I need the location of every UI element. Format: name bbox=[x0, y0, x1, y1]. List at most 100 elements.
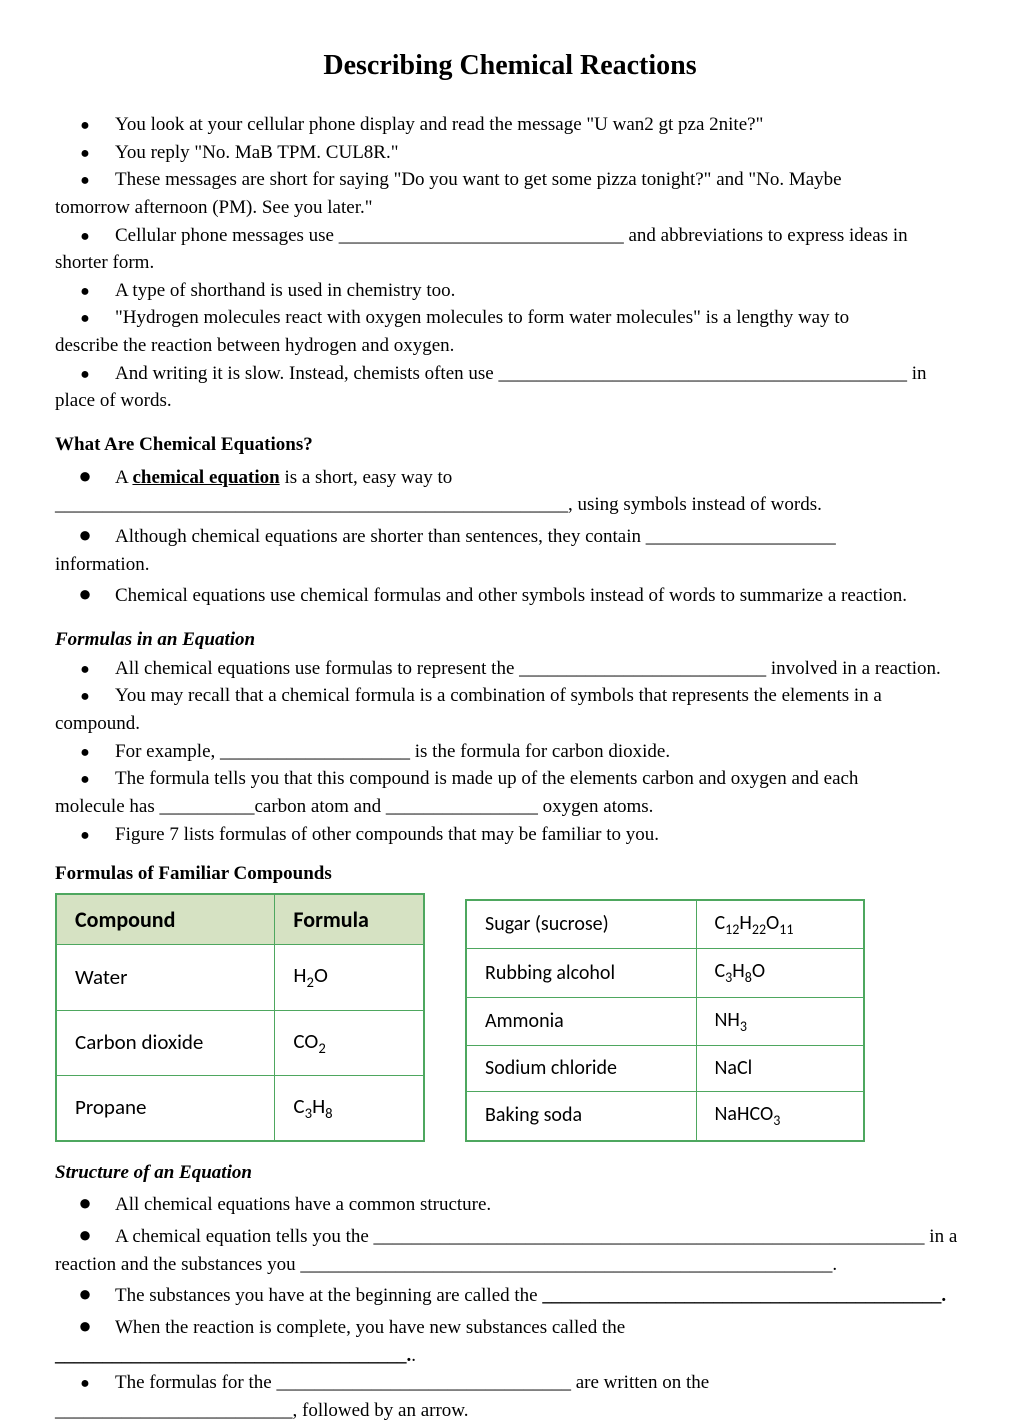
sec3-bullet: ● When the reaction is complete, you hav… bbox=[55, 1311, 965, 1341]
bullet-icon: ● bbox=[55, 686, 115, 708]
bullet-text: The formulas for the ___________________… bbox=[115, 1370, 965, 1396]
bullet-text: Cellular phone messages use ____________… bbox=[115, 223, 965, 249]
bullet-icon: ● bbox=[55, 115, 115, 137]
sec3-bullet: ● The formulas for the _________________… bbox=[55, 1370, 965, 1396]
table-row: Sugar (sucrose) C12H22O11 bbox=[466, 900, 864, 949]
bullet-continuation: tomorrow afternoon (PM). See you later." bbox=[55, 195, 965, 221]
table-row: Propane C3H8 bbox=[56, 1075, 424, 1141]
sec2-bullet: ● Figure 7 lists formulas of other compo… bbox=[55, 822, 965, 848]
bullet-text: A type of shorthand is used in chemistry… bbox=[115, 278, 965, 304]
sec3-bullet: ● A chemical equation tells you the ____… bbox=[55, 1220, 965, 1250]
bullet-text: When the reaction is complete, you have … bbox=[115, 1315, 965, 1341]
table-row: Sodium chloride NaCl bbox=[466, 1046, 864, 1092]
bullet-icon: ● bbox=[55, 308, 115, 330]
intro-bullet: ● A type of shorthand is used in chemist… bbox=[55, 278, 965, 304]
bullet-continuation: describe the reaction between hydrogen a… bbox=[55, 333, 965, 359]
bullet-icon: ● bbox=[55, 143, 115, 165]
compounds-table-left: Compound Formula Water H2O Carbon dioxid… bbox=[55, 893, 425, 1142]
table-row: Carbon dioxide CO2 bbox=[56, 1010, 424, 1075]
compounds-table-right: Sugar (sucrose) C12H22O11 Rubbing alcoho… bbox=[465, 899, 865, 1142]
col-formula: Formula bbox=[275, 894, 424, 945]
table-row: Baking soda NaHCO3 bbox=[466, 1092, 864, 1141]
formula-cell: NaHCO3 bbox=[696, 1092, 864, 1141]
sec2-bullet: ● For example, ____________________ is t… bbox=[55, 739, 965, 765]
page-title: Describing Chemical Reactions bbox=[55, 50, 965, 82]
bullet-continuation: reaction and the substances you ________… bbox=[55, 1252, 965, 1278]
bullet-text: You reply "No. MaB TPM. CUL8R." bbox=[115, 140, 965, 166]
sec2-bullet: ● The formula tells you that this compou… bbox=[55, 766, 965, 792]
sec3-bullet: ● The substances you have at the beginni… bbox=[55, 1279, 965, 1309]
text-span: A bbox=[115, 467, 132, 488]
bullet-text: All chemical equations use formulas to r… bbox=[115, 656, 965, 682]
bullet-continuation: molecule has __________carbon atom and _… bbox=[55, 794, 965, 820]
formula-cell: H2O bbox=[275, 945, 424, 1010]
bullet-text: Although chemical equations are shorter … bbox=[115, 524, 965, 550]
bullet-icon: ● bbox=[55, 579, 115, 609]
intro-bullet: ● "Hydrogen molecules react with oxygen … bbox=[55, 305, 965, 331]
compound-cell: Baking soda bbox=[466, 1092, 696, 1141]
intro-bullet: ● Cellular phone messages use __________… bbox=[55, 223, 965, 249]
bullet-icon: ● bbox=[55, 742, 115, 764]
formula-cell: NH3 bbox=[696, 997, 864, 1046]
text-span: The substances you have at the beginning… bbox=[115, 1285, 542, 1306]
bullet-text: Figure 7 lists formulas of other compoun… bbox=[115, 822, 965, 848]
table-row: Water H2O bbox=[56, 945, 424, 1010]
compound-cell: Ammonia bbox=[466, 997, 696, 1046]
text-span: . bbox=[411, 1345, 416, 1366]
bullet-text: All chemical equations have a common str… bbox=[115, 1192, 965, 1218]
compound-cell: Propane bbox=[56, 1075, 275, 1141]
tables-heading: Formulas of Familiar Compounds bbox=[55, 861, 965, 887]
intro-bullet: ● You reply "No. MaB TPM. CUL8R." bbox=[55, 140, 965, 166]
sec1-bullet: ● Although chemical equations are shorte… bbox=[55, 520, 965, 550]
section-heading-structure: Structure of an Equation bbox=[55, 1160, 965, 1186]
section-heading-formulas: Formulas in an Equation bbox=[55, 627, 965, 653]
intro-bullet: ● You look at your cellular phone displa… bbox=[55, 112, 965, 138]
bullet-text: A chemical equation tells you the ______… bbox=[115, 1224, 965, 1250]
sec1-bullet: ● A chemical equation is a short, easy w… bbox=[55, 461, 965, 491]
table-row: Rubbing alcohol C3H8O bbox=[466, 949, 864, 998]
bullet-icon: ● bbox=[55, 461, 115, 491]
sec2-bullet: ● All chemical equations use formulas to… bbox=[55, 656, 965, 682]
bullet-icon: ● bbox=[55, 1311, 115, 1341]
bullet-continuation: _____________________________________.. bbox=[55, 1343, 965, 1369]
text-span: is a short, easy way to bbox=[280, 467, 453, 488]
intro-bullet: ● And writing it is slow. Instead, chemi… bbox=[55, 361, 965, 387]
bullet-icon: ● bbox=[55, 1279, 115, 1309]
bullet-text: The formula tells you that this compound… bbox=[115, 766, 965, 792]
bullet-text: "Hydrogen molecules react with oxygen mo… bbox=[115, 305, 965, 331]
intro-bullet: ● These messages are short for saying "D… bbox=[55, 167, 965, 193]
bullet-icon: ● bbox=[55, 170, 115, 192]
bullet-text: These messages are short for saying "Do … bbox=[115, 167, 965, 193]
compound-cell: Carbon dioxide bbox=[56, 1010, 275, 1075]
col-compound: Compound bbox=[56, 894, 275, 945]
bullet-text: You may recall that a chemical formula i… bbox=[115, 683, 965, 709]
bullet-continuation: compound. bbox=[55, 711, 965, 737]
bullet-text: The substances you have at the beginning… bbox=[115, 1283, 965, 1309]
bullet-icon: ● bbox=[55, 1373, 115, 1395]
compound-cell: Rubbing alcohol bbox=[466, 949, 696, 998]
table-header-row: Compound Formula bbox=[56, 894, 424, 945]
sec3-bullet: ● All chemical equations have a common s… bbox=[55, 1188, 965, 1218]
bullet-icon: ● bbox=[55, 1220, 115, 1250]
blank-bold: _____________________________________. bbox=[55, 1345, 411, 1366]
formula-cell: CO2 bbox=[275, 1010, 424, 1075]
bullet-icon: ● bbox=[55, 825, 115, 847]
formula-cell: C3H8O bbox=[696, 949, 864, 998]
compound-cell: Water bbox=[56, 945, 275, 1010]
sec1-bullet: ● Chemical equations use chemical formul… bbox=[55, 579, 965, 609]
formula-cell: C3H8 bbox=[275, 1075, 424, 1141]
bullet-icon: ● bbox=[55, 520, 115, 550]
term-chemical-equation: chemical equation bbox=[132, 467, 279, 488]
bullet-text: And writing it is slow. Instead, chemist… bbox=[115, 361, 965, 387]
bullet-rm-icon: ● bbox=[55, 769, 115, 791]
compound-cell: Sugar (sucrose) bbox=[466, 900, 696, 949]
bullet-text: A chemical equation is a short, easy way… bbox=[115, 465, 965, 491]
bullet-continuation: ________________________________________… bbox=[55, 492, 965, 518]
blank-bold: ________________________________________… bbox=[542, 1285, 946, 1306]
bullet-text: For example, ____________________ is the… bbox=[115, 739, 965, 765]
bullet-continuation: shorter form. bbox=[55, 250, 965, 276]
tables-container: Compound Formula Water H2O Carbon dioxid… bbox=[55, 893, 965, 1142]
bullet-continuation: _________________________, followed by a… bbox=[55, 1398, 965, 1424]
bullet-continuation: place of words. bbox=[55, 388, 965, 414]
bullet-text: Chemical equations use chemical formulas… bbox=[115, 583, 965, 609]
